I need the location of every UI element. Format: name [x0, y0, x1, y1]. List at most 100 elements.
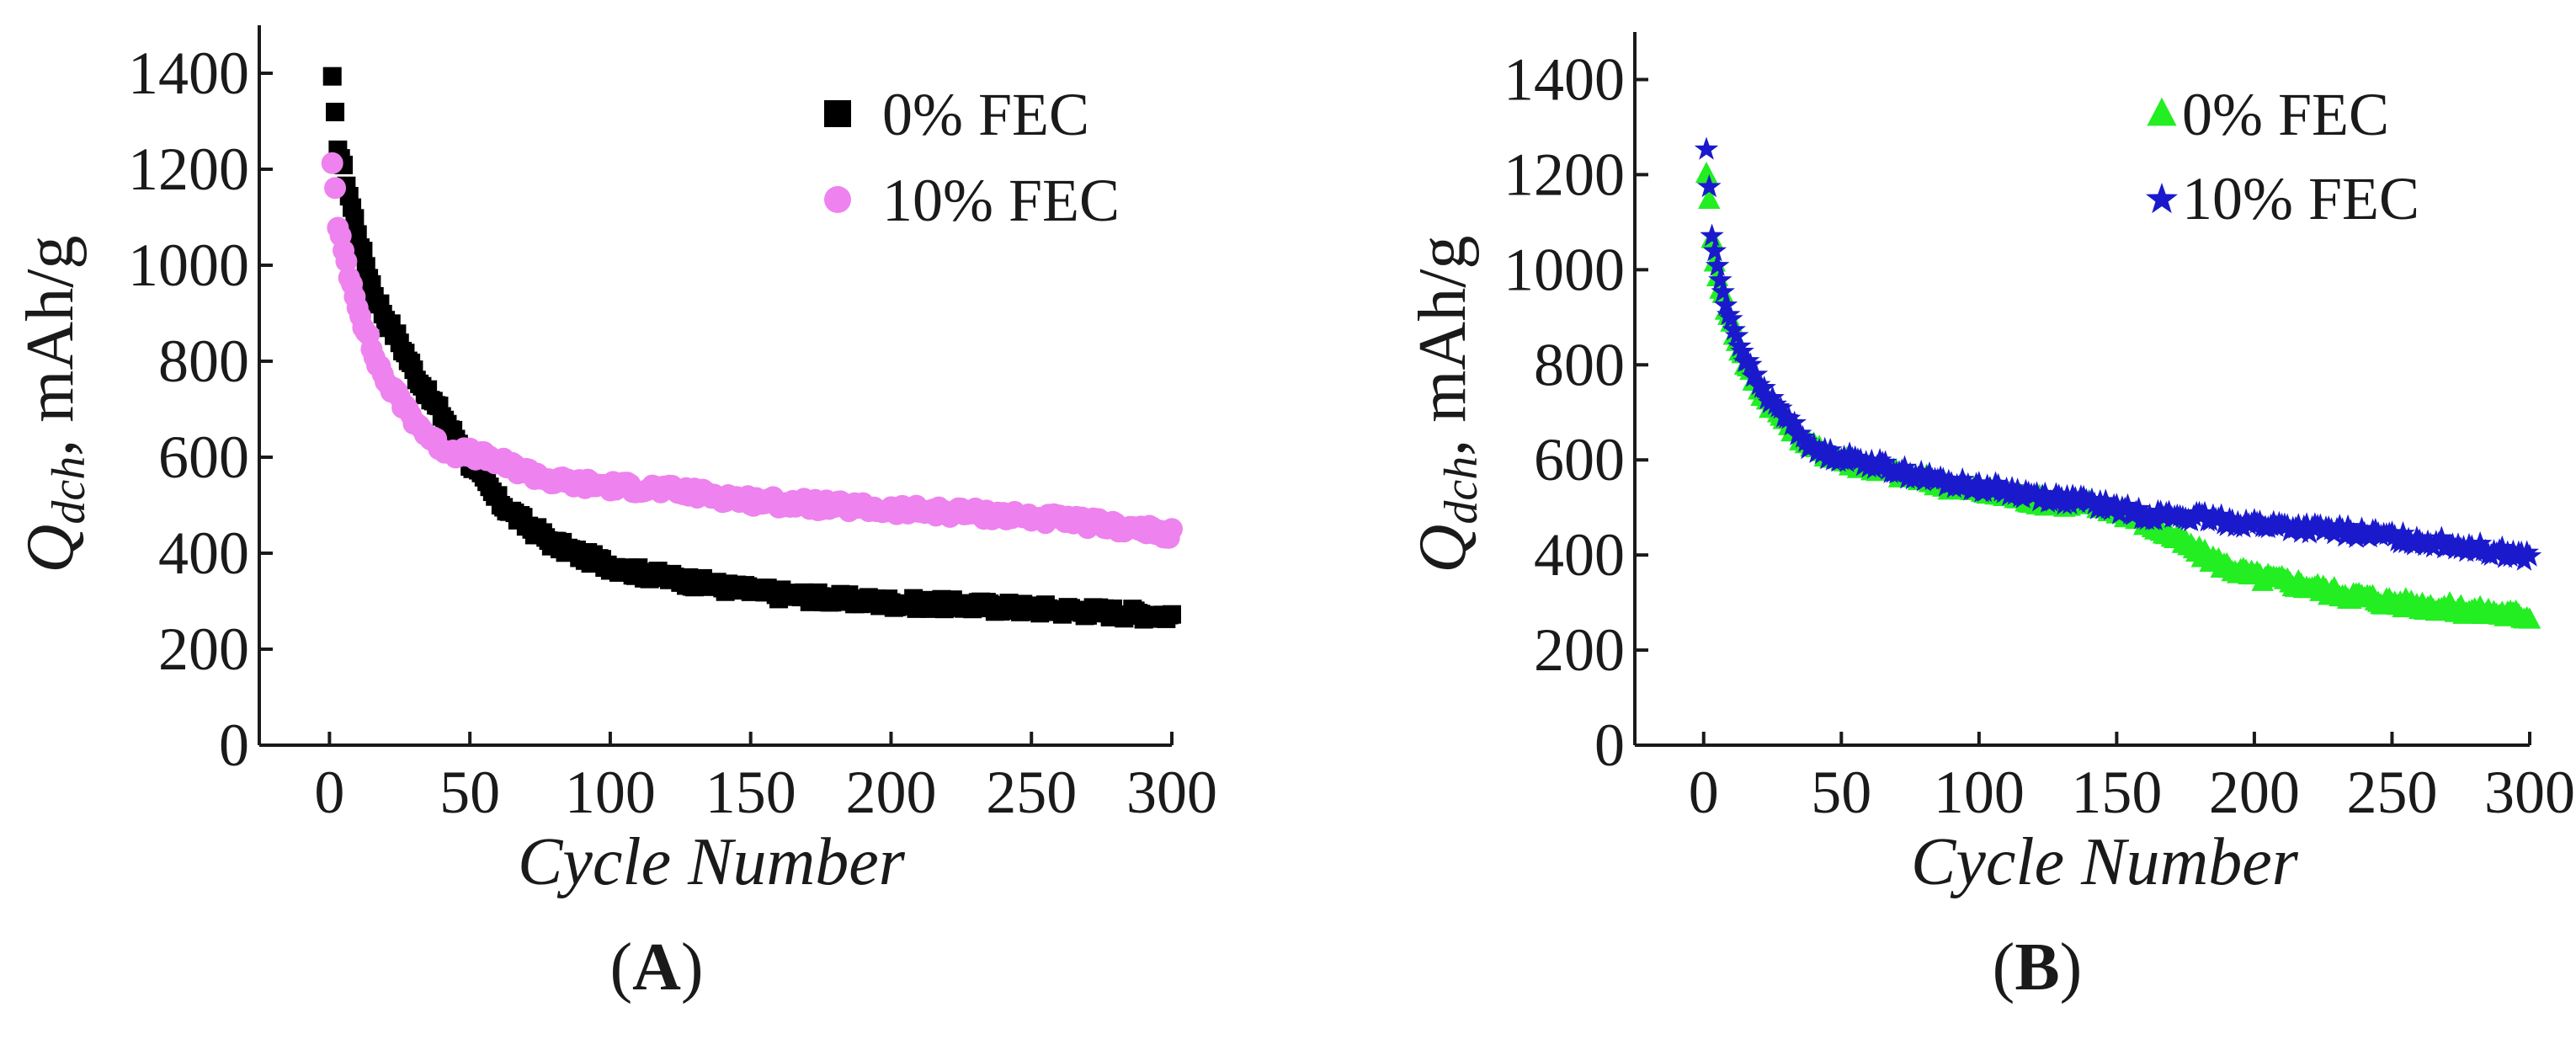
data-point	[1716, 302, 1741, 326]
data-point	[2094, 488, 2118, 512]
y-tick-label: 800	[158, 328, 249, 395]
panel-a-ticks: 0 200 400 600 800 1000 1200 1400 0 50 100 150 200 250…	[128, 40, 1217, 826]
x-tick-label: 200	[845, 759, 936, 826]
panel-b-y-axis-label: Qdch, mAh/g	[1406, 236, 1488, 573]
data-point	[326, 103, 345, 122]
data-point	[1743, 362, 1769, 386]
legend-symbol	[2147, 97, 2177, 126]
x-tick-label: 0	[1689, 759, 1719, 826]
data-point	[1917, 461, 1942, 485]
panel-b-data-points	[1694, 136, 2542, 629]
x-tick-label: 150	[2071, 759, 2162, 826]
panel-b-x-axis-label: Cycle Number	[1911, 825, 2299, 899]
data-point	[1892, 455, 1917, 478]
data-point	[1735, 348, 1760, 371]
legend-symbol	[2146, 183, 2178, 214]
data-point	[1730, 338, 1754, 362]
data-point	[321, 152, 343, 174]
x-tick-label: 50	[439, 759, 500, 826]
y-tick-label: 600	[1534, 426, 1625, 493]
y-tick-label: 1200	[128, 136, 249, 203]
panel-a-legend-marker-1	[824, 186, 851, 213]
y-tick-label: 400	[158, 520, 249, 587]
data-point	[2335, 514, 2360, 537]
panel-b-label-letter: B	[2014, 930, 2059, 1005]
panel-b-y-label-units: , mAh/g	[1406, 236, 1480, 456]
y-tick-label: 600	[158, 424, 249, 491]
y-tick-label: 800	[1534, 331, 1625, 398]
data-point	[1727, 333, 1752, 357]
x-tick-label: 250	[2346, 759, 2437, 826]
data-point	[2460, 534, 2484, 557]
panel-a-label-letter: A	[632, 930, 681, 1005]
data-point	[1873, 450, 1897, 473]
panel-b-ticks: 0 200 400 600 800 1000 1200 1400 0 50 100 150 200 250…	[1504, 45, 2575, 826]
panel-a-axes	[258, 25, 1172, 747]
data-point	[2467, 530, 2493, 554]
panel-a-y-axis-label: Qdch, mAh/g	[13, 236, 95, 573]
x-tick-label: 0	[314, 759, 344, 826]
panel-b-legend-label-0: 0% FEC	[2182, 81, 2389, 148]
data-point	[1818, 437, 1843, 461]
panel-b-axes	[1633, 32, 2530, 747]
data-point	[1788, 421, 1812, 445]
panel-a-legend-label-1: 10% FEC	[882, 167, 1120, 234]
y-tick-label: 400	[1534, 521, 1625, 589]
data-point	[1700, 223, 1724, 247]
panel-b-label: (B)	[1993, 930, 2083, 1005]
data-point	[2157, 499, 2181, 523]
data-point	[1752, 376, 1776, 399]
panel-b-legend-label-1: 10% FEC	[2182, 165, 2419, 232]
data-point	[2083, 491, 2107, 514]
panel-b-legend-marker-1	[2146, 183, 2178, 214]
panel-a-label-close: )	[681, 930, 704, 1005]
data-point	[1769, 396, 1793, 419]
data-point	[2209, 503, 2233, 526]
data-point	[345, 209, 365, 228]
panel-b-y-label-main: Q	[1406, 525, 1480, 573]
data-point	[1760, 385, 1785, 408]
data-point	[2490, 535, 2515, 558]
data-point	[1705, 253, 1730, 276]
data-point	[1708, 268, 1732, 291]
data-point	[1695, 162, 1718, 184]
y-tick-label: 1400	[128, 40, 249, 107]
data-point	[2430, 525, 2454, 549]
y-tick-label: 200	[1534, 616, 1625, 684]
data-point	[1791, 424, 1815, 448]
data-point	[1698, 187, 1721, 209]
panel-a-legend: 0% FEC 10% FEC	[824, 81, 1120, 234]
data-point	[1738, 352, 1763, 376]
data-point	[1694, 136, 1719, 160]
x-tick-label: 250	[986, 759, 1077, 826]
data-point	[1956, 472, 1980, 495]
panel-b-y-label-sub: dch	[1435, 456, 1488, 525]
panel-a-label: (A)	[609, 930, 703, 1005]
data-point	[1793, 429, 1818, 453]
data-point	[1161, 518, 1183, 541]
data-point	[1776, 406, 1802, 429]
y-tick-label: 1000	[1504, 236, 1625, 303]
series-10-fec	[1694, 136, 2542, 571]
legend-symbol	[824, 186, 851, 213]
x-tick-label: 100	[1934, 759, 2025, 826]
data-point	[2382, 524, 2407, 547]
x-tick-label: 100	[565, 759, 656, 826]
data-point	[2137, 503, 2162, 526]
panel-a-y-label-units: , mAh/g	[13, 236, 88, 456]
data-point	[1719, 306, 1743, 330]
x-tick-label: 150	[705, 759, 796, 826]
x-tick-label: 300	[2484, 759, 2575, 826]
data-point	[2248, 509, 2272, 533]
data-point	[2333, 524, 2358, 547]
x-tick-label: 300	[1126, 759, 1217, 826]
data-point	[1986, 472, 2010, 496]
data-point	[1163, 605, 1181, 624]
data-point	[1951, 466, 1975, 491]
panel-b: 0 200 400 600 800 1000 1200 1400 0 50 100 150 200 250…	[1406, 32, 2575, 1005]
data-point	[1722, 317, 1746, 341]
panel-a-y-label-main: Q	[13, 525, 88, 573]
data-point	[1711, 280, 1735, 303]
y-tick-label: 1200	[1504, 141, 1625, 208]
